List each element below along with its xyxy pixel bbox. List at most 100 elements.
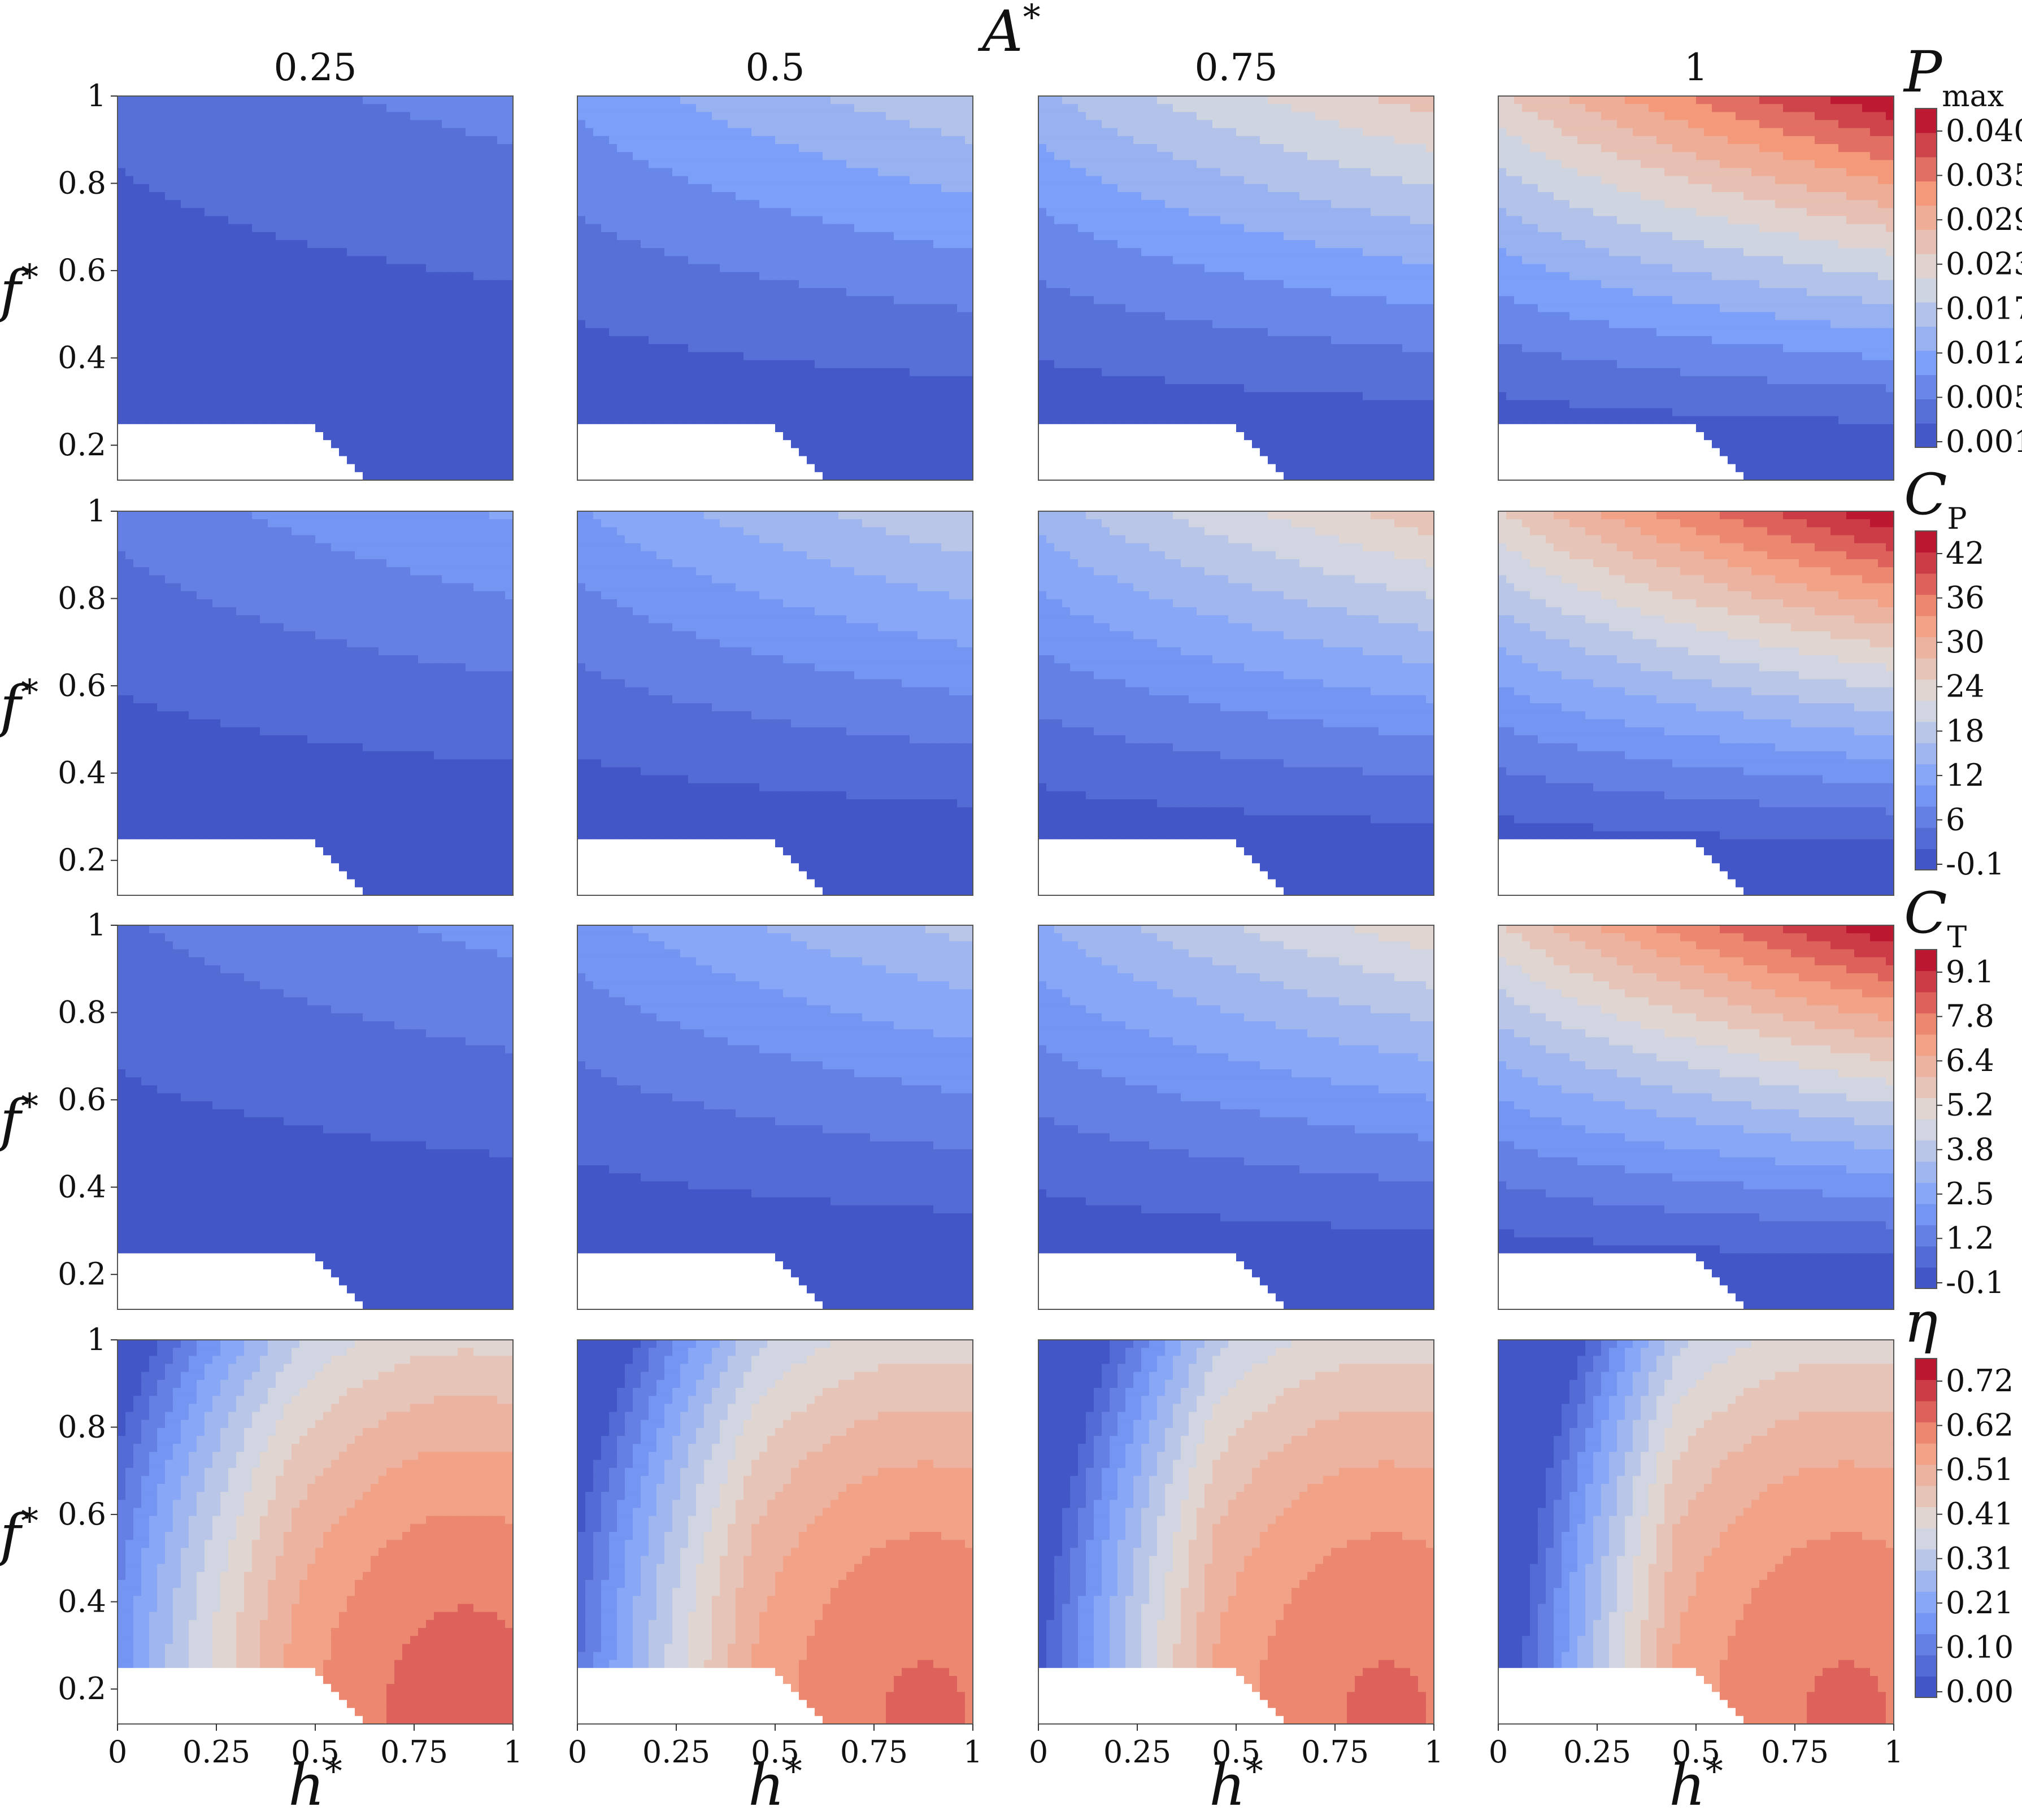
- contour-cell: [949, 464, 958, 473]
- contour-cell: [260, 352, 268, 361]
- contour-cell: [220, 272, 229, 281]
- contour-cell: [355, 304, 363, 313]
- contour-cell: [617, 416, 625, 425]
- contour-cell: [649, 320, 657, 329]
- contour-cell: [933, 136, 942, 145]
- contour-cell: [894, 248, 902, 256]
- contour-cell: [830, 464, 839, 473]
- contour-cell: [609, 120, 618, 129]
- contour-cell: [791, 112, 799, 121]
- contour-cell: [386, 432, 395, 441]
- contour-cell: [894, 168, 902, 177]
- contour-cell: [331, 352, 340, 361]
- contour-cell: [649, 192, 657, 201]
- contour-cell: [363, 264, 371, 273]
- contour-cell: [410, 240, 419, 249]
- contour-cell: [601, 352, 610, 361]
- contour-cell: [704, 232, 712, 241]
- contour-cell: [862, 448, 871, 457]
- contour-cell: [386, 376, 395, 385]
- contour-cell: [767, 96, 776, 105]
- contour-cell: [807, 320, 815, 329]
- contour-cell: [220, 376, 229, 385]
- contour-cell: [442, 408, 450, 417]
- contour-cell: [363, 208, 371, 217]
- contour-cell: [656, 272, 665, 281]
- contour-cell: [625, 384, 633, 393]
- contour-cell: [894, 296, 902, 304]
- contour-cell: [823, 248, 831, 256]
- contour-cell: [442, 360, 450, 369]
- contour-cell: [1276, 96, 1284, 105]
- contour-cell: [862, 328, 871, 337]
- contour-cell: [910, 96, 918, 105]
- contour-cell: [323, 376, 332, 385]
- contour-cell: [284, 128, 292, 137]
- contour-cell: [363, 128, 371, 137]
- contour-cell: [466, 208, 474, 217]
- contour-cell: [1165, 96, 1173, 105]
- contour-cell: [791, 440, 799, 449]
- contour-cell: [704, 360, 712, 369]
- contour-cell: [426, 328, 434, 337]
- contour-cell: [292, 384, 300, 393]
- contour-cell: [609, 352, 618, 361]
- contour-cell: [696, 96, 705, 105]
- contour-cell: [157, 288, 166, 297]
- contour-cell: [601, 456, 610, 465]
- contour-cell: [284, 152, 292, 160]
- contour-cell: [299, 272, 308, 281]
- contour-cell: [489, 352, 498, 361]
- contour-cell: [933, 472, 942, 481]
- contour-cell: [633, 248, 641, 256]
- contour-cell: [791, 392, 799, 400]
- contour-cell: [220, 232, 229, 241]
- contour-cell: [696, 320, 705, 329]
- contour-cell: [371, 176, 379, 185]
- contour-cell: [125, 168, 134, 177]
- contour-cell: [775, 280, 784, 289]
- contour-cell: [751, 408, 760, 417]
- contour-cell: [815, 360, 823, 369]
- contour-cell: [799, 96, 807, 105]
- contour-cell: [434, 448, 442, 457]
- contour-cell: [133, 112, 142, 121]
- contour-cell: [846, 312, 855, 321]
- contour-cell: [1204, 120, 1213, 129]
- contour-cell: [418, 216, 427, 225]
- contour-cell: [799, 416, 807, 425]
- contour-cell: [481, 296, 490, 304]
- contour-cell: [212, 392, 221, 400]
- contour-cell: [609, 224, 618, 233]
- contour-cell: [149, 376, 158, 385]
- contour-cell: [165, 424, 173, 433]
- contour-cell: [205, 440, 213, 449]
- contour-cell: [125, 144, 134, 153]
- contour-cell: [878, 320, 886, 329]
- contour-cell: [197, 120, 205, 129]
- contour-cell: [268, 96, 276, 105]
- contour-cell: [862, 336, 871, 345]
- contour-cell: [870, 448, 879, 457]
- contour-cell: [601, 160, 610, 169]
- contour-cell: [696, 136, 705, 145]
- contour-cell: [957, 472, 966, 481]
- contour-cell: [854, 368, 863, 377]
- contour-cell: [925, 328, 934, 337]
- contour-cell: [331, 224, 340, 233]
- contour-cell: [220, 408, 229, 417]
- contour-cell: [601, 416, 610, 425]
- contour-cell: [252, 152, 260, 160]
- contour-cell: [870, 272, 879, 281]
- contour-cell: [181, 264, 189, 273]
- contour-cell: [641, 424, 649, 433]
- contour-cell: [149, 112, 158, 121]
- contour-cell: [252, 400, 260, 409]
- contour-cell: [458, 424, 466, 433]
- contour-cell: [292, 160, 300, 169]
- contour-cell: [505, 296, 514, 304]
- contour-cell: [609, 136, 618, 145]
- contour-cell: [949, 384, 958, 393]
- contour-cell: [910, 104, 918, 112]
- contour-cell: [331, 232, 340, 241]
